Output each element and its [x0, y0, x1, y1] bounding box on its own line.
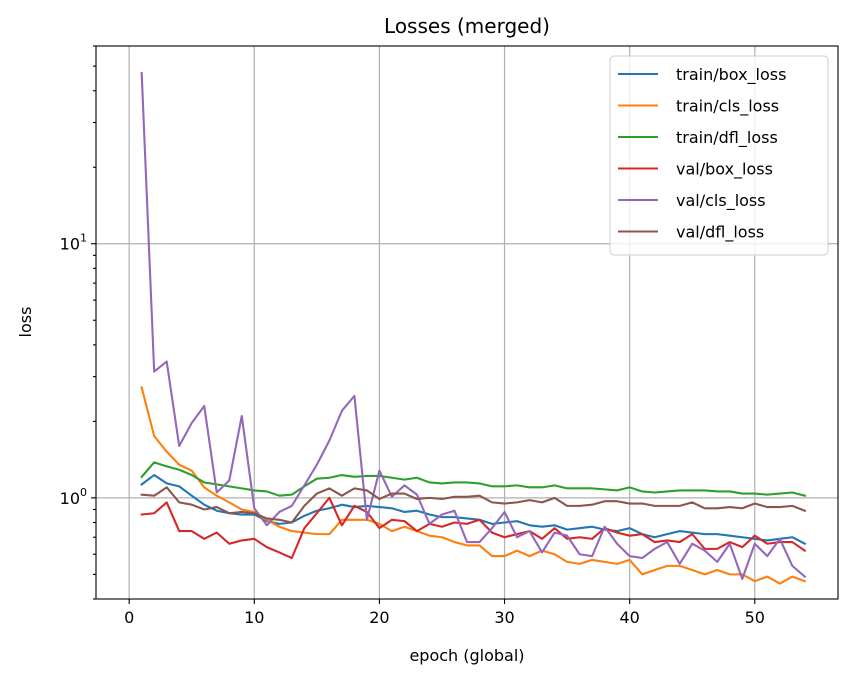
legend-entry-label: train/dfl_loss [676, 128, 778, 148]
x-tick-label: 20 [369, 608, 389, 627]
legend-entry-label: val/dfl_loss [676, 223, 764, 243]
series-line-val-dfl-loss [140, 486, 807, 524]
legend: train/box_loss train/cls_loss train/dfl_lo… [609, 55, 829, 256]
series-lines [140, 71, 807, 585]
x-tick-label: 0 [124, 608, 134, 627]
y-tick-label: 101 [60, 232, 87, 254]
x-tick-label: 10 [244, 608, 264, 627]
x-axis-label: epoch (global) [409, 646, 524, 665]
y-tick-label: 100 [60, 486, 87, 508]
legend-entry-label: train/box_loss [676, 65, 786, 85]
grid-lines [96, 46, 838, 599]
chart-title: Losses (merged) [384, 14, 550, 38]
series-line-val-cls-loss [140, 71, 807, 580]
legend-entry-label: train/cls_loss [676, 97, 779, 117]
x-tick-label: 30 [494, 608, 514, 627]
legend-entry-label: val/cls_loss [676, 191, 766, 211]
series-line-train-box-loss [140, 473, 807, 546]
axis-ticks: 0 10 20 30 40 50 100 101 [60, 45, 765, 627]
legend-entry-label: val/box_loss [676, 160, 773, 180]
x-tick-label: 50 [745, 608, 765, 627]
plot-frame [95, 45, 839, 600]
y-axis-label: loss [16, 307, 35, 338]
legend-box [609, 55, 829, 256]
x-tick-label: 40 [619, 608, 639, 627]
series-line-train-cls-loss [140, 386, 807, 585]
series-line-val-box-loss [140, 496, 807, 560]
